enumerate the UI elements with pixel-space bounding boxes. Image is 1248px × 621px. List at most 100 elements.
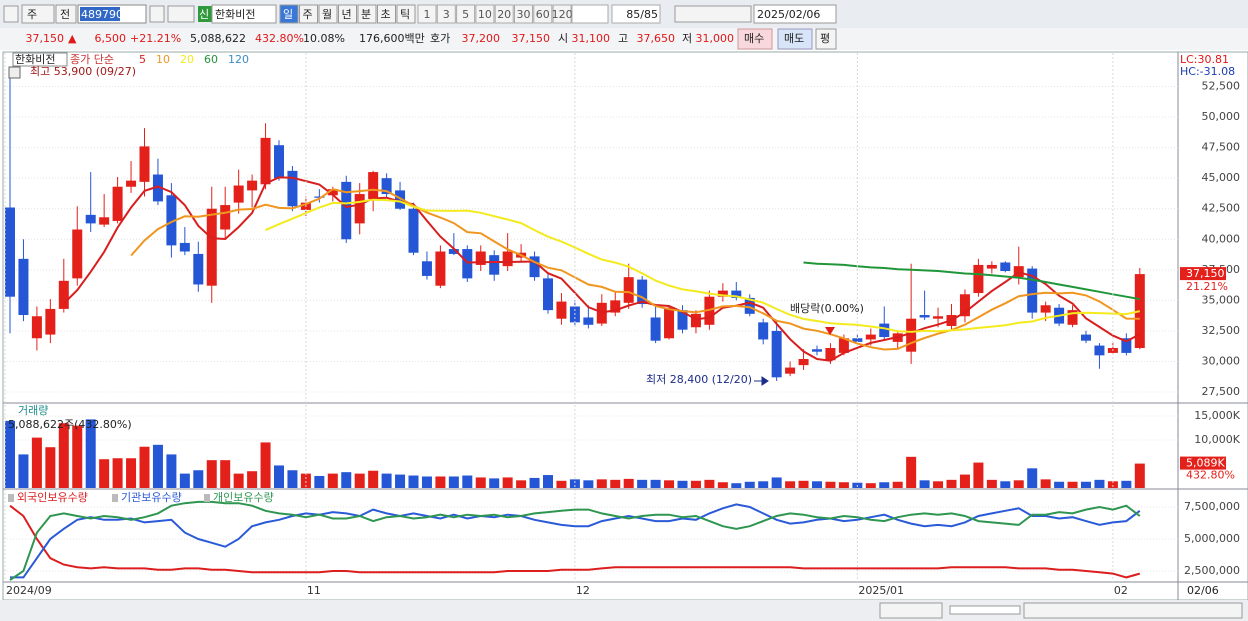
candle-body bbox=[986, 264, 997, 269]
icon-button[interactable] bbox=[3, 5, 19, 23]
interval-button[interactable] bbox=[475, 4, 495, 24]
period-button[interactable] bbox=[357, 4, 377, 24]
legend-label: 외국인보유수량 bbox=[17, 491, 88, 504]
avg-button[interactable] bbox=[815, 28, 837, 50]
sell: 매도 bbox=[784, 32, 804, 45]
volume-bar bbox=[1000, 481, 1011, 488]
volume-bar bbox=[623, 478, 634, 488]
candle-body bbox=[381, 178, 392, 195]
period-button[interactable] bbox=[279, 4, 299, 24]
holding-line bbox=[9, 500, 1141, 581]
candle-body bbox=[462, 249, 473, 279]
interval-button[interactable] bbox=[514, 4, 533, 24]
candle-body bbox=[852, 338, 863, 342]
volume-bar bbox=[798, 480, 809, 488]
sell-button[interactable] bbox=[777, 28, 813, 50]
candle-body bbox=[610, 300, 621, 313]
volume-bar bbox=[220, 460, 231, 488]
interval-button[interactable] bbox=[494, 4, 514, 24]
period-button[interactable] bbox=[396, 4, 416, 24]
market-select[interactable] bbox=[21, 4, 55, 24]
period-button[interactable] bbox=[318, 4, 338, 24]
legend-swatch bbox=[112, 494, 118, 502]
volume-bar bbox=[973, 462, 984, 488]
candle-body bbox=[758, 322, 769, 340]
open: 31,100 bbox=[572, 32, 611, 45]
volume-bar bbox=[1107, 481, 1118, 488]
lc: LC:30.81 bbox=[1180, 53, 1229, 66]
volume-bar bbox=[637, 479, 648, 488]
candle-body bbox=[717, 290, 728, 297]
volume-bar bbox=[731, 483, 742, 488]
volume-bar bbox=[1013, 480, 1024, 488]
ma-label: 종가 단순 bbox=[70, 53, 114, 66]
zoom-slider[interactable] bbox=[949, 605, 1021, 615]
search-button[interactable] bbox=[149, 5, 165, 23]
candle-body bbox=[247, 180, 258, 191]
volume-bar bbox=[690, 480, 701, 488]
interval-button[interactable] bbox=[456, 4, 476, 24]
candle-body bbox=[435, 251, 446, 286]
period-button[interactable] bbox=[299, 4, 318, 24]
bottom-tools[interactable] bbox=[1023, 602, 1243, 619]
volume-info: 5,088,622주(432.80%) bbox=[8, 418, 132, 431]
period: 분 bbox=[361, 8, 371, 21]
bid: 37,150 bbox=[512, 32, 551, 45]
legend-label: 개인보유수량 bbox=[213, 491, 274, 504]
interval-button[interactable] bbox=[552, 4, 572, 24]
candle-body bbox=[973, 264, 984, 294]
volume-bar bbox=[475, 477, 486, 488]
interval: 60 bbox=[536, 8, 550, 21]
dropdown[interactable] bbox=[571, 4, 609, 24]
candle-body bbox=[287, 170, 298, 207]
volume-bar bbox=[395, 474, 406, 488]
tool-buttons[interactable] bbox=[674, 5, 752, 23]
period-button[interactable] bbox=[338, 4, 357, 24]
sound-button[interactable] bbox=[167, 5, 195, 23]
volume-bar bbox=[556, 480, 567, 488]
volume-bar bbox=[569, 479, 580, 488]
volume-bar bbox=[152, 444, 163, 488]
nav-buttons[interactable] bbox=[879, 602, 943, 619]
volume-bar bbox=[421, 476, 432, 488]
volume-bar bbox=[502, 477, 513, 488]
volume-rate: 432.80% bbox=[255, 32, 304, 45]
volume-bar bbox=[717, 482, 728, 488]
candle-body bbox=[583, 317, 594, 325]
period-button[interactable] bbox=[377, 4, 396, 24]
candle-body bbox=[650, 317, 661, 341]
ma-legend: 60 bbox=[204, 53, 218, 66]
change: 6,500 bbox=[95, 32, 127, 45]
volume-bar bbox=[610, 479, 621, 488]
x-tick-label: 02 bbox=[1114, 584, 1128, 597]
interval-button[interactable] bbox=[436, 4, 456, 24]
legend-name: 한화비전 bbox=[15, 53, 55, 66]
date-box[interactable] bbox=[753, 4, 837, 24]
candle-body bbox=[825, 348, 836, 361]
y-tick-label: 27,500 bbox=[1202, 385, 1241, 398]
interval: 1 bbox=[424, 8, 431, 21]
candle-body bbox=[919, 315, 930, 318]
icon bbox=[8, 66, 21, 79]
y-tick-label: 5,000,000 bbox=[1184, 532, 1240, 545]
candle-body bbox=[731, 290, 742, 298]
candle-body bbox=[31, 316, 42, 339]
volume-bar bbox=[408, 475, 419, 488]
buy-button[interactable] bbox=[737, 28, 773, 50]
interval-button[interactable] bbox=[533, 4, 553, 24]
volume-bar bbox=[785, 481, 796, 488]
volume-bar bbox=[31, 437, 42, 488]
volume-bar bbox=[58, 423, 69, 488]
y-tick-label: 35,000 bbox=[1202, 293, 1241, 306]
name-box[interactable] bbox=[211, 4, 277, 24]
count: 85/85 bbox=[626, 8, 658, 21]
interval-button[interactable] bbox=[417, 4, 437, 24]
prev-button[interactable] bbox=[55, 4, 77, 24]
x-tick-label: 2024/09 bbox=[6, 584, 52, 597]
badge-box bbox=[198, 6, 212, 22]
count-box[interactable] bbox=[611, 4, 661, 24]
ma-legend: 10 bbox=[156, 53, 170, 66]
ma-legend: 20 bbox=[180, 53, 194, 66]
y-tick-label: 10,000K bbox=[1194, 433, 1240, 446]
candle-body bbox=[529, 256, 540, 278]
